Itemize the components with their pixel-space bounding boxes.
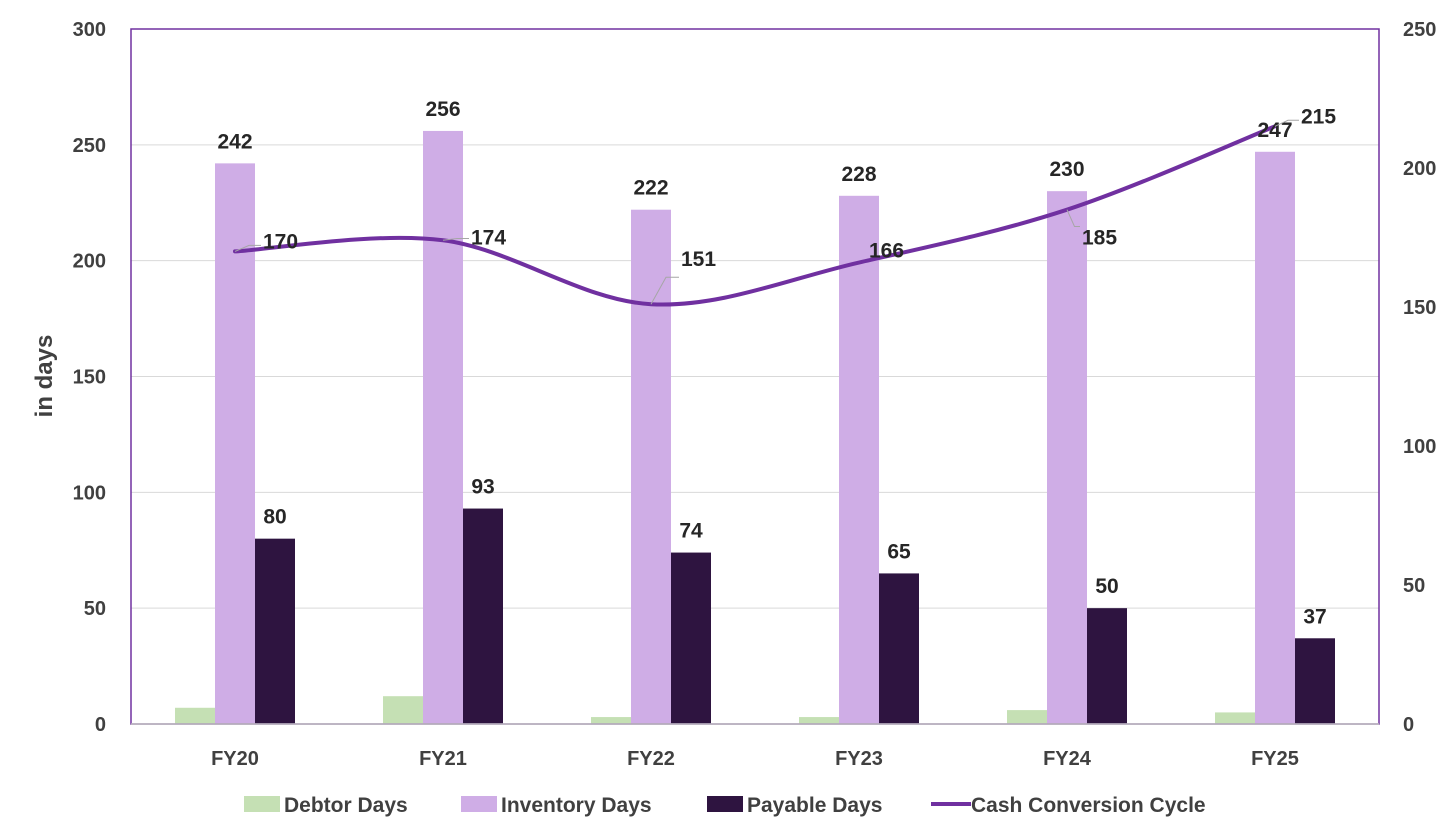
leader-line	[1066, 209, 1080, 227]
leader-line	[442, 237, 469, 241]
line-series	[233, 124, 1277, 307]
y-tick-label: 300	[73, 19, 106, 41]
x-tick-label: FY24	[1043, 748, 1092, 770]
legend: Debtor Days Inventory Days Payable Days Cas…	[244, 794, 1206, 817]
data-label: 50	[1095, 575, 1118, 598]
tick-labels: 0 50 100 150 200 250 300 0 50 100 150 200 250 FY20 FY2…	[73, 19, 1437, 770]
bar-payable-days	[879, 573, 919, 724]
bars	[175, 130, 1335, 725]
bar-payable-days	[463, 508, 503, 724]
axes	[130, 28, 1380, 725]
y-tick-label: 100	[73, 482, 106, 504]
y-tick-label: 50	[84, 598, 106, 620]
legend-label: Debtor Days	[284, 794, 408, 817]
bar-inventory-days	[423, 130, 463, 724]
bar-debtor-days	[1215, 712, 1255, 724]
data-label: 247	[1257, 119, 1292, 142]
bar-debtor-days	[175, 707, 215, 724]
legend-label: Inventory Days	[501, 794, 652, 817]
y-axis-label: in days	[31, 335, 58, 418]
y-tick-label: 0	[95, 714, 106, 736]
x-tick-label: FY23	[835, 748, 883, 770]
line-cash-conversion-cycle	[233, 124, 1277, 307]
bar-payable-days	[255, 538, 295, 724]
legend-swatch	[244, 796, 280, 812]
data-label: 230	[1049, 158, 1084, 181]
data-label: 256	[425, 98, 460, 121]
leader-line	[234, 244, 261, 252]
bar-inventory-days	[215, 163, 255, 724]
bar-inventory-days	[839, 195, 879, 725]
data-label: 37	[1303, 605, 1326, 628]
y2-tick-label: 100	[1403, 436, 1436, 458]
y2-tick-label: 250	[1403, 19, 1436, 41]
data-label: 80	[263, 506, 286, 529]
legend-swatch	[707, 796, 743, 812]
line-data-label: 170	[263, 230, 298, 253]
data-label: 65	[887, 540, 911, 563]
line-data-label: 174	[471, 226, 506, 249]
line-data-label: 166	[869, 240, 904, 263]
bar-inventory-days	[1255, 151, 1295, 725]
data-labels: 242 256 222 228 230 247 80 93 74 65 50 37 170 174 151 1…	[217, 98, 1336, 628]
line-data-label: 185	[1082, 227, 1117, 250]
legend-label: Payable Days	[747, 794, 882, 817]
y2-tick-label: 0	[1403, 714, 1414, 736]
x-tick-label: FY21	[419, 748, 467, 770]
y2-tick-label: 50	[1403, 575, 1425, 597]
legend-swatch	[461, 796, 497, 812]
data-label: 228	[841, 163, 876, 186]
y2-tick-label: 200	[1403, 158, 1436, 180]
bar-payable-days	[1295, 638, 1335, 724]
bar-inventory-days	[631, 209, 671, 724]
bar-debtor-days	[383, 696, 423, 724]
bar-inventory-days	[1047, 191, 1087, 724]
y2-tick-label: 150	[1403, 297, 1436, 319]
data-label: 93	[471, 476, 494, 499]
y-tick-label: 250	[73, 135, 106, 157]
line-data-label: 151	[681, 248, 716, 271]
bar-payable-days	[671, 552, 711, 724]
line-data-label: 215	[1301, 105, 1336, 128]
leader-line	[1274, 119, 1299, 127]
bar-debtor-days	[1007, 710, 1047, 724]
bar-payable-days	[1087, 608, 1127, 724]
legend-label: Cash Conversion Cycle	[971, 794, 1206, 817]
y-tick-label: 200	[73, 251, 106, 273]
bar-debtor-days	[799, 717, 839, 724]
gridlines	[131, 144, 1379, 609]
x-tick-label: FY25	[1251, 748, 1299, 770]
y-tick-label: 150	[73, 367, 106, 389]
x-tick-label: FY22	[627, 748, 675, 770]
data-label: 74	[679, 520, 703, 543]
x-tick-label: FY20	[211, 748, 259, 770]
data-label: 222	[633, 177, 668, 200]
leader-line	[650, 276, 679, 305]
bar-debtor-days	[591, 717, 631, 724]
data-label: 242	[217, 130, 252, 153]
